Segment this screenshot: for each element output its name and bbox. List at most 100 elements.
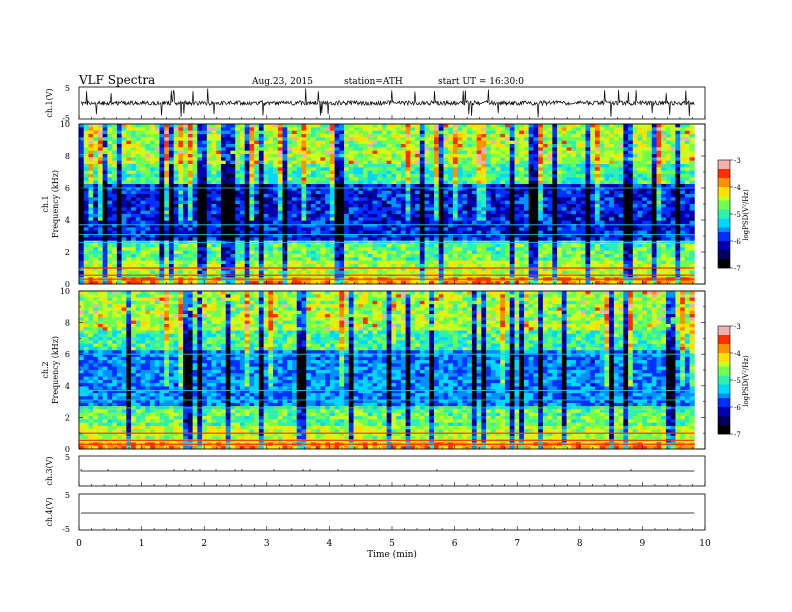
spectrogram-cell (306, 200, 312, 205)
spectrogram-cell (310, 200, 317, 205)
spectrogram-cell (680, 157, 686, 162)
spectrogram-cell (93, 200, 99, 205)
spectrogram-cell (434, 164, 440, 168)
spectrogram-cell (358, 247, 364, 252)
spectrogram-cell (405, 137, 411, 142)
spectrogram-cell (164, 130, 170, 135)
spectrogram-cell (131, 174, 137, 178)
spectrogram-cell (277, 194, 283, 198)
spectrogram-cell (126, 210, 132, 215)
spectrogram-cell (239, 230, 246, 235)
spectrogram-cell (244, 234, 250, 238)
spectrogram-cell (306, 237, 312, 242)
spectrogram-cell (632, 234, 638, 238)
spectrogram-cell (419, 134, 425, 138)
spectrogram-cell (481, 137, 487, 142)
spectrogram-cell (126, 190, 132, 195)
spectrogram-cell (339, 237, 345, 242)
spectrogram-cell (83, 130, 89, 135)
spectrogram-cell (623, 197, 629, 202)
spectrogram-cell (585, 217, 591, 222)
spectrogram-cell (112, 177, 118, 182)
spectrogram-cell (88, 234, 94, 238)
spectrogram-cell (471, 200, 478, 205)
spectrogram-cell (268, 130, 274, 135)
spectrogram-cell (93, 160, 99, 165)
spectrogram-cell (93, 227, 99, 232)
spectrogram-cell (126, 194, 132, 198)
spectrogram-cell (348, 130, 354, 135)
spectrogram-cell (618, 144, 624, 148)
spectrogram-cell (187, 200, 193, 205)
spectrogram-cell (244, 197, 250, 202)
spectrogram-cell (353, 157, 359, 162)
spectrogram-cell (637, 190, 643, 195)
spectrogram-cell (391, 194, 397, 198)
spectrogram-cell (126, 207, 132, 212)
spectrogram-cell (358, 210, 364, 215)
spectrogram-cell (457, 160, 463, 165)
spectrogram-cell (481, 200, 487, 205)
spectrogram-cell (282, 180, 288, 185)
spectrogram-cell (301, 224, 307, 228)
spectrogram-cell (301, 187, 307, 192)
spectrogram-cell (467, 230, 473, 235)
spectrogram-cell (571, 217, 577, 222)
spectrogram-cell (514, 160, 520, 165)
spectrogram-cell (249, 217, 255, 222)
spectrogram-cell (230, 170, 236, 175)
spectrogram-cell (594, 190, 601, 195)
spectrogram-cell (561, 160, 567, 165)
spectrogram-cell (419, 150, 425, 155)
spectrogram-cell (675, 194, 681, 198)
spectrogram-cell (476, 190, 482, 195)
spectrogram-cell (178, 144, 184, 148)
spectrogram-cell (604, 150, 610, 155)
spectrogram-cell (628, 167, 634, 172)
spectrogram-cell (523, 157, 530, 162)
spectrogram-cell (684, 247, 691, 252)
spectrogram-cell (476, 194, 482, 198)
spectrogram-cell (367, 144, 373, 148)
spectrogram-cell (329, 134, 336, 138)
spectrogram-cell (116, 237, 122, 242)
spectrogram-cell (206, 134, 212, 138)
spectrogram-cell (244, 127, 250, 132)
spectrogram-cell (675, 154, 681, 158)
spectrogram-cell (684, 177, 691, 182)
spectrogram-cell (292, 244, 298, 248)
spectrogram-cell (566, 210, 572, 215)
spectrogram-cell (221, 207, 227, 212)
spectrogram-cell (594, 150, 601, 155)
spectrogram-cell (561, 217, 567, 222)
spectrogram-cell (230, 197, 236, 202)
spectrogram-cell (424, 160, 430, 165)
spectrogram-cell (632, 217, 638, 222)
spectrogram-cell (112, 224, 118, 228)
spectrogram-cell (665, 150, 672, 155)
spectrogram-cell (594, 134, 601, 138)
spectrogram-cell (618, 147, 624, 152)
spectrogram-cell (116, 220, 122, 225)
spectrogram-cell (419, 177, 425, 182)
spectrogram-cell (566, 174, 572, 178)
spectrogram-cell (628, 157, 634, 162)
spectrogram-cell (344, 190, 350, 195)
spectrogram-cell (452, 157, 459, 162)
spectrogram-cell (542, 167, 549, 172)
spectrogram-cell (618, 177, 624, 182)
spectrogram-cell (282, 227, 288, 232)
spectrogram-cell (670, 200, 676, 205)
spectrogram-cell (225, 174, 231, 178)
spectrogram-cell (140, 250, 146, 255)
spectrogram-cell (476, 184, 482, 188)
spectrogram-cell (651, 147, 657, 152)
spectrogram-cell (391, 150, 397, 155)
spectrogram-cell (206, 174, 212, 178)
spectrogram-cell (258, 224, 264, 228)
spectrogram-cell (79, 187, 85, 192)
spectrogram-cell (405, 130, 411, 135)
spectrogram-cell (471, 177, 478, 182)
spectrogram-cell (391, 180, 397, 185)
spectrogram-cell (287, 204, 293, 208)
